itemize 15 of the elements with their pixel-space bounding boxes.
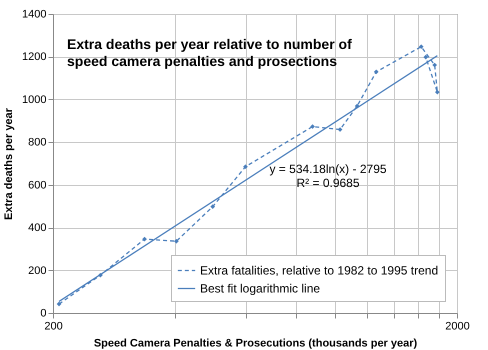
y-tick-label: 1200 [22, 51, 46, 64]
y-tick-label: 1000 [22, 94, 46, 106]
y-axis-title: Extra deaths per year [3, 107, 16, 220]
y-tick-label: 1400 [22, 8, 46, 20]
y-tick-label: 400 [28, 222, 46, 234]
x-tick-label: 2000 [445, 320, 470, 332]
y-tick-label: 0 [40, 308, 46, 320]
legend-label: Extra fatalities, relative to 1982 to 1995 trend [200, 264, 438, 278]
x-axis-title: Speed Camera Penalties & Prosecutions (thousands per year) [94, 338, 418, 350]
annotation: y = 534.18ln(x) - 2795 R² = 0.9685 [269, 162, 387, 190]
legend-label: Best fit logarithmic line [200, 282, 320, 296]
y-tick-label: 800 [28, 136, 46, 149]
text: Extra deaths per year relative to number of speed camera penalties and prosections [67, 36, 352, 69]
y-tick-label: 600 [28, 179, 46, 192]
y-tick-label: 200 [28, 264, 46, 277]
